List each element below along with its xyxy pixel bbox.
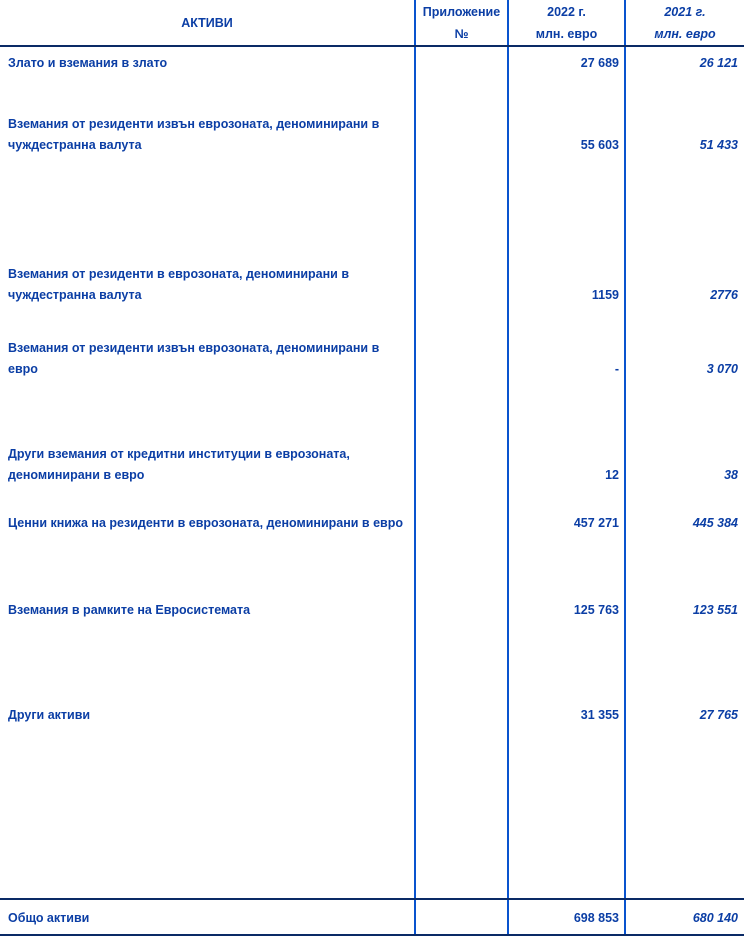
value-2021-cell: 51 433 — [624, 108, 744, 258]
appendix-cell — [414, 699, 507, 898]
value-2021-cell: 26 121 — [624, 47, 744, 108]
header-2021: 2021 г. млн. евро — [624, 0, 744, 45]
row-label: Ценни книжа на резиденти в еврозоната, д… — [8, 516, 403, 530]
appendix-header-line2: № — [454, 26, 469, 41]
value-2021-cell: 3 070 — [624, 332, 744, 438]
header-appendix: Приложение № — [414, 0, 507, 45]
appendix-cell — [414, 332, 507, 438]
value-2022-cell: 55 603 — [507, 108, 624, 258]
row-label: Други вземания от кредитни институции в … — [8, 447, 350, 482]
table-header: АКТИВИ Приложение № 2022 г. млн. евро 20… — [0, 0, 744, 47]
appendix-cell — [414, 108, 507, 258]
table-row-other-assets: Други активи 31 355 27 765 — [0, 699, 744, 898]
appendix-cell — [414, 47, 507, 108]
appendix-cell — [414, 507, 507, 594]
table-row-other-claims-credit-institutions: Други вземания от кредитни институции в … — [0, 438, 744, 507]
assets-title-text: АКТИВИ — [181, 15, 233, 30]
table-row-eurosystem-claims: Вземания в рамките на Евросистемата 125 … — [0, 594, 744, 699]
total-2022-cell: 698 853 — [507, 900, 624, 934]
appendix-cell — [414, 438, 507, 507]
row-label: Вземания от резиденти в еврозоната, дено… — [8, 267, 350, 302]
appendix-cell — [414, 594, 507, 699]
value-2022-cell: 27 689 — [507, 47, 624, 108]
table-row-gold: Злато и вземания в злато 27 689 26 121 — [0, 47, 744, 108]
table-row-securities: Ценни книжа на резиденти в еврозоната, д… — [0, 507, 744, 594]
value-2022-cell: 31 355 — [507, 699, 624, 898]
row-label: Вземания от резиденти извън еврозоната, … — [8, 117, 380, 152]
value-2021-cell: 38 — [624, 438, 744, 507]
appendix-header-line1: Приложение — [422, 4, 501, 19]
header-2022: 2022 г. млн. евро — [507, 0, 624, 45]
table-row-claims-noneuro-euro: Вземания от резиденти извън еврозоната, … — [0, 332, 744, 438]
table-row-claims-euro-fx: Вземания от резиденти в еврозоната, дено… — [0, 258, 744, 332]
value-2021-cell: 445 384 — [624, 507, 744, 594]
header-2021-year: 2021 г. — [664, 4, 706, 19]
total-label: Общо активи — [8, 911, 90, 925]
appendix-cell — [414, 900, 507, 934]
appendix-cell — [414, 258, 507, 332]
row-label: Вземания в рамките на Евросистемата — [8, 603, 251, 617]
header-assets-title: АКТИВИ — [0, 0, 414, 45]
value-2021-cell: 2776 — [624, 258, 744, 332]
value-2022-cell: 125 763 — [507, 594, 624, 699]
value-2021-cell: 123 551 — [624, 594, 744, 699]
row-label: Злато и вземания в злато — [8, 56, 168, 70]
table-row-claims-noneuro-fx: Вземания от резиденти извън еврозоната, … — [0, 108, 744, 258]
value-2021-cell: 27 765 — [624, 699, 744, 898]
header-2022-unit: млн. евро — [535, 26, 598, 41]
row-label: Вземания от резиденти извън еврозоната, … — [8, 341, 380, 376]
header-2022-year: 2022 г. — [547, 4, 586, 19]
total-2021-cell: 680 140 — [624, 900, 744, 934]
value-2022-cell: 12 — [507, 438, 624, 507]
header-2021-unit: млн. евро — [654, 26, 716, 41]
value-2022-cell: 1159 — [507, 258, 624, 332]
row-label: Други активи — [8, 708, 91, 722]
value-2022-cell: 457 271 — [507, 507, 624, 594]
value-2022-cell: - — [507, 332, 624, 438]
total-row: Общо активи 698 853 680 140 — [0, 898, 744, 936]
